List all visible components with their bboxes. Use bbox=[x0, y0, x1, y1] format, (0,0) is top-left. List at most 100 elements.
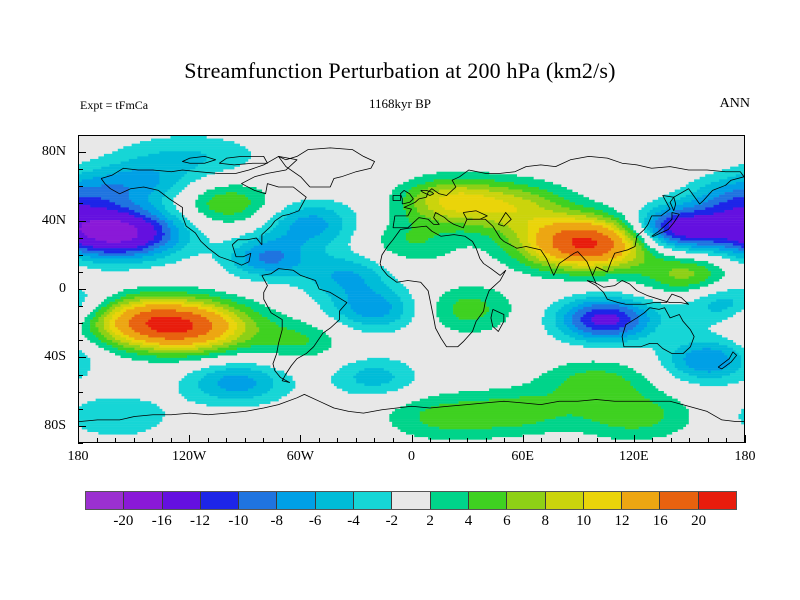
y-axis-label: 80S bbox=[44, 417, 66, 433]
y-axis-label: 40S bbox=[44, 349, 66, 365]
x-tick bbox=[300, 435, 302, 443]
x-axis-label: 60W bbox=[286, 449, 314, 464]
y-tick bbox=[78, 186, 83, 188]
x-tick bbox=[281, 438, 283, 443]
x-tick bbox=[726, 438, 728, 443]
colorbar-tick-label: -6 bbox=[308, 513, 322, 529]
colorbar-band bbox=[545, 492, 584, 509]
colorbar-band bbox=[583, 492, 623, 509]
y-tick bbox=[78, 220, 86, 222]
coastline-layer bbox=[79, 147, 744, 422]
y-tick bbox=[78, 391, 83, 393]
colorbar-tick-label: 2 bbox=[426, 513, 434, 529]
coastline bbox=[669, 196, 677, 211]
coastline bbox=[420, 190, 435, 196]
coastline bbox=[218, 156, 268, 166]
y-tick bbox=[78, 306, 83, 308]
colorbar-band bbox=[124, 492, 163, 509]
x-tick bbox=[596, 438, 598, 443]
colorbar-tick-label: -16 bbox=[151, 513, 172, 529]
colorbar-tick-label: 12 bbox=[614, 513, 630, 529]
experiment-label: Expt = tFmCa bbox=[80, 98, 149, 112]
x-axis-label: 0 bbox=[408, 449, 415, 464]
y-tick bbox=[78, 443, 83, 444]
x-tick bbox=[355, 438, 357, 443]
contour-fill-layer bbox=[79, 136, 744, 440]
x-axis-label: 120E bbox=[619, 449, 649, 464]
y-tick bbox=[78, 135, 83, 136]
colorbar-tick-label: -8 bbox=[270, 513, 284, 529]
y-tick bbox=[78, 169, 83, 171]
x-tick bbox=[263, 438, 265, 443]
colorbar-tick-label: 6 bbox=[503, 513, 511, 529]
x-tick bbox=[189, 435, 191, 443]
x-tick bbox=[133, 438, 135, 443]
map-plot-area: 180 120W 60W 0 60E 120E 180 80N 40N 0 40S 80S bbox=[42, 135, 756, 464]
colorbar-tick-label: -10 bbox=[228, 513, 249, 529]
y-tick bbox=[78, 408, 83, 410]
coastline bbox=[278, 147, 375, 188]
coastline bbox=[400, 190, 414, 205]
y-tick bbox=[78, 254, 83, 256]
x-tick bbox=[633, 435, 635, 443]
x-tick bbox=[78, 435, 79, 443]
x-tick bbox=[559, 438, 561, 443]
x-tick bbox=[318, 438, 320, 443]
x-tick bbox=[707, 438, 709, 443]
x-tick bbox=[392, 438, 394, 443]
coastline bbox=[392, 195, 401, 201]
x-tick bbox=[541, 438, 543, 443]
subtitle: 1168kyr BP bbox=[369, 96, 431, 111]
colorbar-band bbox=[698, 492, 737, 509]
coastline bbox=[651, 212, 680, 237]
y-axis-label: 0 bbox=[59, 281, 66, 296]
colorbar-band bbox=[239, 492, 278, 509]
x-tick bbox=[615, 438, 617, 443]
x-tick bbox=[411, 435, 413, 443]
x-tick bbox=[485, 438, 487, 443]
x-axis-label: 120W bbox=[172, 449, 207, 464]
y-tick bbox=[78, 289, 86, 290]
x-tick bbox=[652, 438, 654, 443]
x-tick bbox=[96, 438, 98, 443]
y-tick bbox=[78, 374, 83, 376]
coastline bbox=[497, 212, 512, 227]
colorbar: -20 -16 -12 -10 -8 -6 -4 -2 2 4 6 8 10 12 16 20 bbox=[85, 491, 737, 529]
x-tick bbox=[374, 438, 376, 443]
y-tick bbox=[78, 152, 86, 154]
y-tick bbox=[78, 425, 86, 427]
coastline bbox=[182, 156, 217, 164]
y-tick bbox=[78, 271, 83, 273]
colorbar-band bbox=[430, 492, 469, 509]
y-tick bbox=[78, 237, 83, 239]
coastline bbox=[100, 156, 307, 266]
x-tick bbox=[115, 438, 117, 443]
colorbar-bands bbox=[85, 491, 737, 510]
colorbar-band bbox=[315, 492, 355, 509]
x-tick bbox=[578, 438, 580, 443]
contour-map bbox=[79, 136, 744, 440]
y-tick bbox=[78, 203, 83, 205]
colorbar-band bbox=[622, 492, 661, 509]
y-axis-label: 40N bbox=[41, 212, 66, 228]
colorbar-band bbox=[277, 492, 316, 509]
colorbar-tick-label: 16 bbox=[652, 513, 668, 529]
coastline bbox=[586, 280, 689, 305]
colorbar-tick-label: -12 bbox=[190, 513, 211, 529]
colorbar-band bbox=[200, 492, 240, 509]
colorbar-tick-label: -2 bbox=[385, 513, 399, 529]
coastline bbox=[490, 309, 505, 332]
x-axis-label: 180 bbox=[734, 449, 756, 464]
y-tick bbox=[78, 323, 83, 325]
y-axis-label: 80N bbox=[41, 144, 66, 160]
x-tick bbox=[504, 438, 506, 443]
colorbar-band bbox=[507, 492, 546, 509]
x-tick bbox=[170, 438, 172, 443]
x-tick bbox=[448, 438, 450, 443]
colorbar-tick-label: -20 bbox=[113, 513, 134, 529]
coastline bbox=[717, 351, 738, 370]
x-tick bbox=[207, 438, 209, 443]
x-tick bbox=[670, 438, 672, 443]
season-label: ANN bbox=[719, 96, 750, 111]
colorbar-tick-label: 20 bbox=[691, 513, 707, 529]
